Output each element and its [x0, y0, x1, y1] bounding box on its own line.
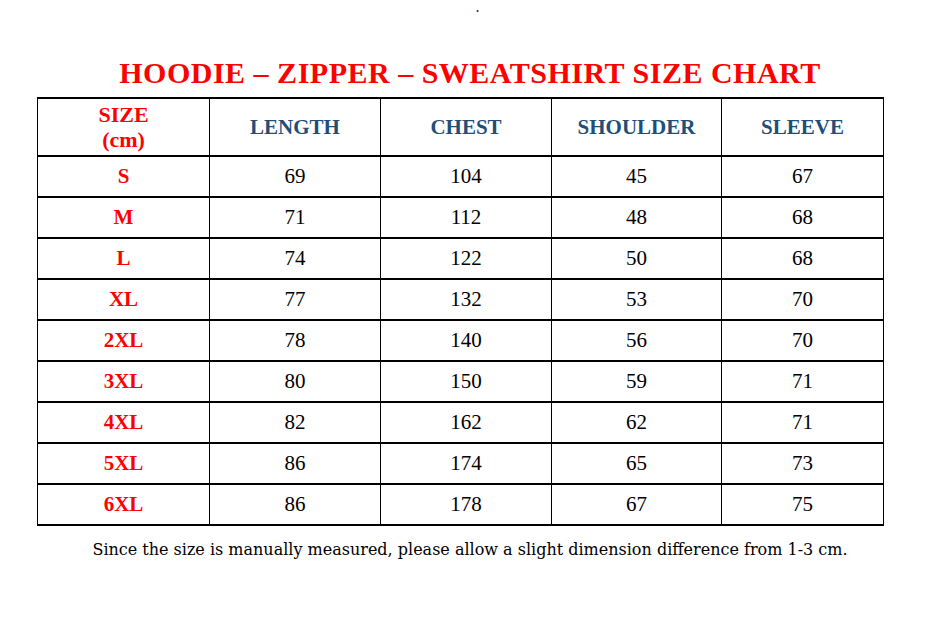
shoulder-cell: 65 [552, 443, 722, 484]
chest-cell: 162 [381, 402, 552, 443]
sleeve-cell: 68 [722, 197, 884, 238]
size-cell: 6XL [38, 484, 210, 525]
size-cell: 2XL [38, 320, 210, 361]
size-chart-table: SIZE (cm) LENGTH CHEST SHOULDER SLEEVE S… [37, 97, 884, 526]
shoulder-cell: 45 [552, 156, 722, 197]
stray-period-mark: . [476, 2, 479, 14]
length-cell: 82 [210, 402, 381, 443]
size-header-line1: SIZE [38, 102, 209, 127]
table-row-3xl: 3XL 80 150 59 71 [38, 361, 884, 402]
sleeve-cell: 73 [722, 443, 884, 484]
table-row-s: S 69 104 45 67 [38, 156, 884, 197]
table-row-4xl: 4XL 82 162 62 71 [38, 402, 884, 443]
shoulder-cell: 50 [552, 238, 722, 279]
chest-cell: 104 [381, 156, 552, 197]
table-row-5xl: 5XL 86 174 65 73 [38, 443, 884, 484]
table-row-xl: XL 77 132 53 70 [38, 279, 884, 320]
size-cell: L [38, 238, 210, 279]
shoulder-cell: 62 [552, 402, 722, 443]
chest-cell: 132 [381, 279, 552, 320]
sleeve-cell: 71 [722, 402, 884, 443]
size-cell: 5XL [38, 443, 210, 484]
length-cell: 80 [210, 361, 381, 402]
sleeve-cell: 71 [722, 361, 884, 402]
chest-cell: 174 [381, 443, 552, 484]
length-cell: 69 [210, 156, 381, 197]
sleeve-cell: 67 [722, 156, 884, 197]
column-header-sleeve: SLEEVE [722, 98, 884, 156]
measurement-disclaimer: Since the size is manually measured, ple… [0, 540, 940, 559]
length-cell: 86 [210, 484, 381, 525]
size-header-line2: (cm) [38, 127, 209, 152]
column-header-chest: CHEST [381, 98, 552, 156]
size-cell: S [38, 156, 210, 197]
chest-cell: 150 [381, 361, 552, 402]
chest-cell: 122 [381, 238, 552, 279]
length-cell: 78 [210, 320, 381, 361]
length-cell: 74 [210, 238, 381, 279]
column-header-size: SIZE (cm) [38, 98, 210, 156]
page-title: HOODIE – ZIPPER – SWEATSHIRT SIZE CHART [0, 58, 940, 88]
size-cell: M [38, 197, 210, 238]
sleeve-cell: 68 [722, 238, 884, 279]
length-cell: 71 [210, 197, 381, 238]
table-row-l: L 74 122 50 68 [38, 238, 884, 279]
size-cell: 4XL [38, 402, 210, 443]
table-row-m: M 71 112 48 68 [38, 197, 884, 238]
table-row-2xl: 2XL 78 140 56 70 [38, 320, 884, 361]
shoulder-cell: 67 [552, 484, 722, 525]
shoulder-cell: 56 [552, 320, 722, 361]
size-cell: 3XL [38, 361, 210, 402]
table-header-row: SIZE (cm) LENGTH CHEST SHOULDER SLEEVE [38, 98, 884, 156]
shoulder-cell: 53 [552, 279, 722, 320]
shoulder-cell: 59 [552, 361, 722, 402]
chest-cell: 178 [381, 484, 552, 525]
sleeve-cell: 70 [722, 279, 884, 320]
sleeve-cell: 70 [722, 320, 884, 361]
column-header-shoulder: SHOULDER [552, 98, 722, 156]
length-cell: 77 [210, 279, 381, 320]
column-header-length: LENGTH [210, 98, 381, 156]
shoulder-cell: 48 [552, 197, 722, 238]
size-cell: XL [38, 279, 210, 320]
chest-cell: 140 [381, 320, 552, 361]
table-row-6xl: 6XL 86 178 67 75 [38, 484, 884, 525]
chest-cell: 112 [381, 197, 552, 238]
length-cell: 86 [210, 443, 381, 484]
sleeve-cell: 75 [722, 484, 884, 525]
